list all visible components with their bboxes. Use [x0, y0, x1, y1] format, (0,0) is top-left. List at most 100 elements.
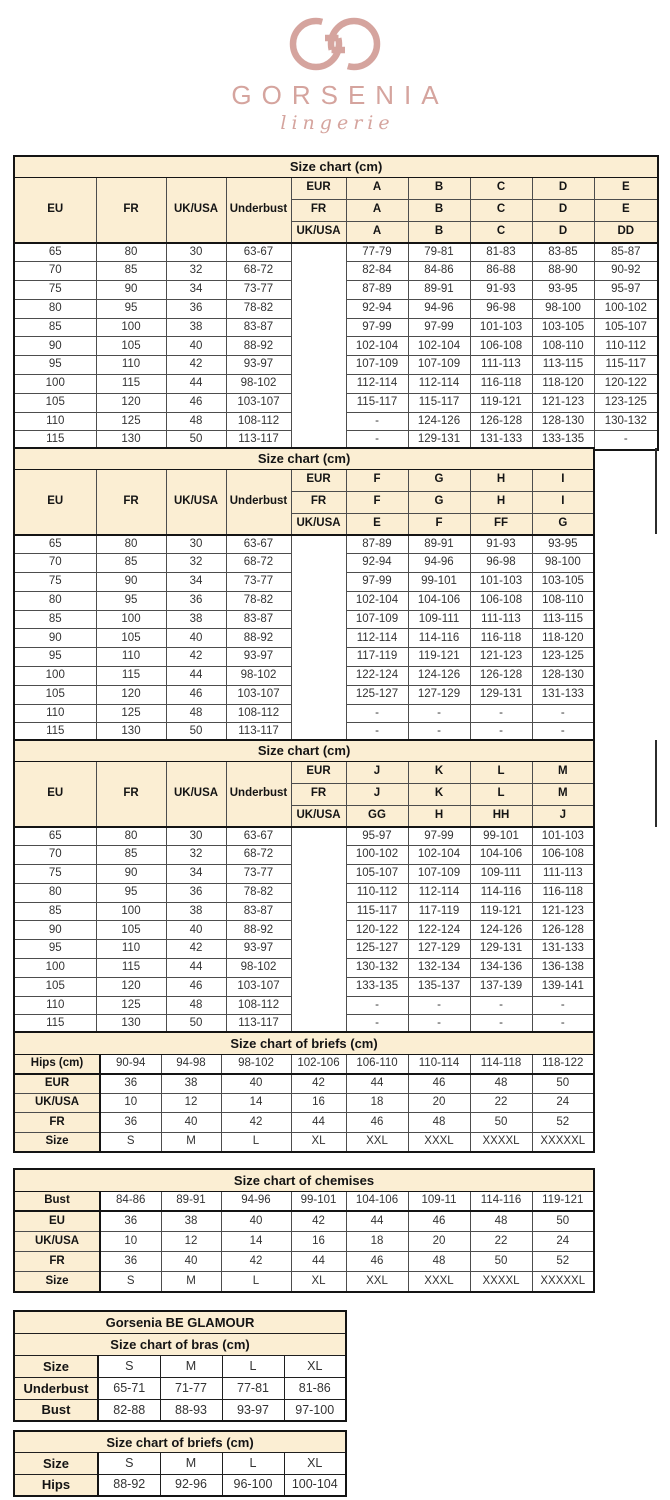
cell: 52: [531, 1251, 595, 1273]
chemises-size-chart: Size chart of chemises Bust 84-86 89-91 94-9…: [13, 1168, 595, 1293]
table-row: UK/USA 10 12 14 16 18 20 22 24: [13, 1230, 595, 1253]
cell: 22: [469, 1230, 533, 1253]
cell: -: [407, 703, 471, 724]
cell: 38: [165, 609, 227, 630]
cell: 99-101: [407, 572, 471, 592]
table-row: 75 90 34 73-77 97-99 99-101 101-103 103-105: [13, 572, 595, 592]
column-header: UK/USA: [165, 176, 227, 244]
cup-size-header: A: [345, 198, 409, 222]
cell: 100-102: [345, 845, 409, 866]
cell: 88-92: [97, 1473, 161, 1496]
table-row: 65 80 30 63-67 77-79 79-81 81-83 83-85 85-87: [13, 242, 659, 451]
cell: 107-109: [407, 864, 471, 884]
cell: 70: [13, 553, 97, 574]
table-row: Bust 84-86 89-91 94-96 99-101 104-106 109-11 11…: [13, 1190, 595, 1213]
table-title: Size chart of briefs (cm): [13, 1031, 596, 1055]
cup-size-header: E: [593, 176, 659, 200]
cell: 16: [290, 1230, 347, 1253]
cell: 111-113: [531, 864, 595, 884]
cell: 119-121: [469, 392, 533, 413]
standard-label: FR: [290, 198, 347, 222]
row-label: Size: [13, 1131, 101, 1153]
column-header: FR: [95, 176, 167, 244]
cell: XL: [283, 1452, 347, 1475]
cell: L: [221, 1354, 285, 1378]
cell: 131-133: [469, 430, 533, 451]
cell: 36: [99, 1073, 162, 1094]
cell: 107-109: [407, 355, 471, 376]
column-header: FR: [95, 760, 167, 828]
column-header: Underbust: [225, 176, 292, 244]
cell: 97-99: [345, 317, 409, 338]
cell: 65: [13, 534, 97, 555]
table-title: Size chart of briefs (cm): [13, 1430, 347, 1453]
cup-size-header: D: [531, 220, 595, 244]
table-row: 85 100 38 83-87 107-109 109-111 111-113 113-115: [13, 609, 595, 630]
standard-label: UK/USA: [290, 220, 347, 244]
cell: 126-128: [531, 920, 595, 941]
column-header: EU: [13, 176, 97, 244]
brand-name: GORSENIA: [231, 80, 449, 110]
cell: 105: [95, 920, 167, 941]
cell: 100-102: [593, 298, 659, 319]
bra-size-chart-3: Size chart (cm) EU FR UK/USA Underbust EUR J K L…: [13, 739, 596, 1035]
cell: 110-112: [593, 336, 659, 357]
cell: 34: [165, 572, 227, 592]
cell: 102-106: [290, 1053, 347, 1075]
cell: 68-72: [225, 261, 292, 282]
cell: 89-91: [407, 280, 471, 300]
cup-size-header: F: [345, 468, 409, 492]
table-row: Size S M L XL: [13, 1452, 347, 1475]
cell: 122-124: [345, 666, 409, 686]
cell: 101-103: [531, 826, 595, 847]
row-label: Hips (cm): [13, 1053, 101, 1075]
cell: 108-112: [225, 995, 292, 1016]
cell: 90: [95, 864, 167, 884]
cell: 87-89: [345, 534, 409, 555]
cup-size-header: J: [345, 760, 409, 784]
cell: 110: [95, 647, 167, 668]
cup-size-header: D: [531, 176, 595, 200]
spacer-cell: [290, 826, 347, 1035]
table-row: 115 130 50 113-117- - - -: [13, 722, 595, 743]
cell: 104-106: [407, 590, 471, 611]
table-row: 70 85 32 68-72 82-84 84-86 86-88 88-90 90-92: [13, 261, 659, 282]
cell: 112-114: [345, 374, 409, 394]
cell: 110: [13, 995, 97, 1016]
stray-gridline: [655, 740, 657, 827]
cell: 88-92: [225, 628, 292, 649]
cell: -: [345, 1014, 409, 1035]
cell: 91-93: [469, 534, 533, 555]
cell: 126-128: [469, 411, 533, 432]
cell: 136-138: [531, 958, 595, 978]
cell: 48: [469, 1073, 533, 1094]
cell: 90: [95, 280, 167, 300]
cell: 105-107: [593, 317, 659, 338]
cell: 44: [165, 374, 227, 394]
table-row: Size chart (cm): [13, 447, 595, 470]
cell: 100: [95, 901, 167, 922]
cell: 102-104: [407, 845, 471, 866]
cell: 20: [407, 1092, 471, 1114]
cell: 129-131: [469, 939, 533, 960]
cell: XXXXXL: [531, 1131, 595, 1153]
cell: 125: [95, 703, 167, 724]
table-row: Size chart (cm): [13, 155, 659, 178]
cell: 120: [95, 684, 167, 705]
cell: 32: [165, 845, 227, 866]
table-row: EUR 36 38 40 42 44 46 48 50: [13, 1073, 595, 1094]
cell: 119-121: [469, 901, 533, 922]
cell: 112-114: [407, 374, 471, 394]
cell: 63-67: [225, 242, 292, 263]
cell: 88-90: [531, 261, 595, 282]
table-row: EU FR UK/USA Underbust EUR J K L M: [13, 760, 595, 828]
cup-size-header: B: [407, 220, 471, 244]
cell: 125: [95, 411, 167, 432]
cell: 40: [160, 1251, 222, 1273]
bra-size-chart-2: Size chart (cm) EU FR UK/USA Underbust EUR F G H…: [13, 447, 596, 743]
cup-size-header: A: [345, 220, 409, 244]
table-title: Gorsenia BE GLAMOUR: [13, 1310, 348, 1334]
row-label: Size: [13, 1452, 99, 1475]
table-row: 105 120 46 103-107 125-127 127-129 129-131 131-…: [13, 684, 595, 705]
stray-gridline: [655, 448, 657, 534]
